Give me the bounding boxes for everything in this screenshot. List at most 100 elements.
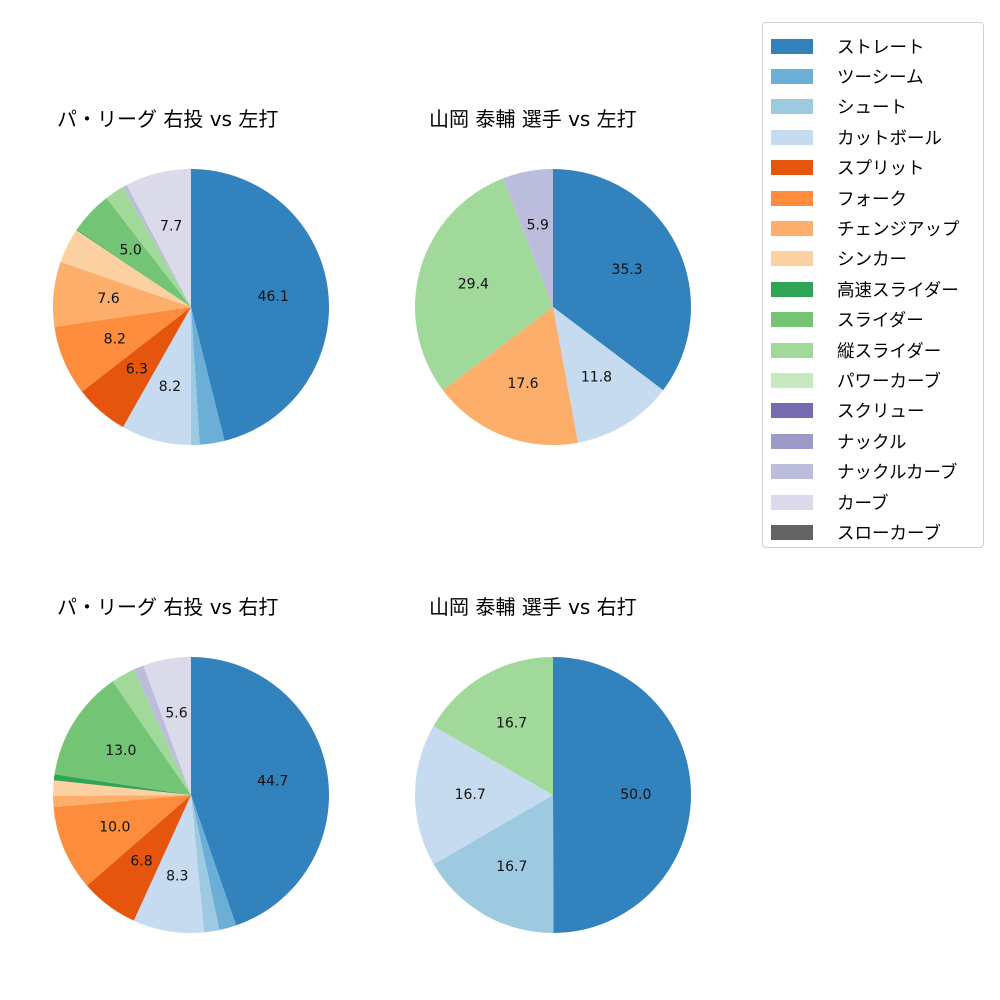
- pie-slice: [106, 186, 191, 307]
- legend-swatch: [771, 69, 813, 85]
- pie-slice: [123, 307, 191, 445]
- slice-percent-label: 16.7: [496, 715, 527, 731]
- legend-item: フォーク: [763, 183, 983, 213]
- legend-swatch: [771, 99, 813, 115]
- legend-item: パワーカーブ: [763, 365, 983, 395]
- legend-label: ストレート: [837, 37, 925, 58]
- legend-label: スライダー: [837, 311, 924, 332]
- pie-slice: [86, 795, 191, 921]
- pie-slice: [191, 307, 200, 445]
- pie-slice: [433, 657, 553, 795]
- legend-label: ナックルカーブ: [837, 463, 958, 484]
- pie-slice: [191, 795, 237, 931]
- pie-slice: [76, 197, 191, 307]
- pie-slice: [53, 795, 192, 808]
- legend-item: カーブ: [763, 487, 983, 517]
- legend-item: シュート: [763, 92, 983, 122]
- slice-percent-label: 7.6: [97, 291, 119, 307]
- legend-label: ツーシーム: [837, 68, 924, 89]
- pie-slice: [133, 665, 191, 795]
- pie-slice: [415, 178, 553, 391]
- chart-title: パ・リーグ 右投 vs 左打: [57, 107, 279, 131]
- pie-slice: [123, 184, 191, 307]
- legend-item: スクリュー: [763, 396, 983, 426]
- chart-title: 山岡 泰輔 選手 vs 左打: [429, 107, 637, 131]
- legend-swatch: [771, 38, 813, 54]
- legend-swatch: [771, 372, 813, 388]
- pie-slice: [126, 169, 191, 307]
- slice-percent-label: 6.8: [130, 853, 152, 869]
- legend-label: スプリット: [837, 159, 925, 180]
- slice-percent-label: 16.7: [455, 787, 486, 803]
- legend-label: フォーク: [837, 189, 907, 210]
- pie-slice: [60, 230, 191, 307]
- pie-slice: [191, 657, 330, 926]
- pie-slice: [442, 307, 579, 445]
- pie-slice: [53, 780, 191, 796]
- slice-percent-label: 10.0: [99, 819, 130, 835]
- pie-slice: [81, 307, 191, 428]
- slice-percent-label: 5.6: [165, 705, 187, 721]
- slice-percent-label: 50.0: [620, 787, 651, 803]
- pie-slice: [191, 169, 330, 441]
- pie-slice: [553, 657, 692, 933]
- pie-slice: [53, 774, 191, 795]
- legend-item: ナックルカーブ: [763, 456, 983, 486]
- legend-label: 高速スライダー: [837, 280, 959, 301]
- slice-percent-label: 5.0: [120, 242, 142, 258]
- pie-slice: [415, 726, 553, 865]
- legend-swatch: [771, 433, 813, 449]
- chart-title: 山岡 泰輔 選手 vs 右打: [429, 595, 637, 619]
- slice-percent-label: 29.4: [458, 276, 489, 292]
- pie-slice: [503, 169, 553, 307]
- legend-swatch: [771, 342, 813, 358]
- slice-percent-label: 46.1: [258, 289, 289, 305]
- legend-item: ストレート: [763, 31, 983, 61]
- legend-label: シンカー: [837, 250, 907, 271]
- legend-swatch: [771, 190, 813, 206]
- legend-swatch: [771, 221, 813, 237]
- legend-swatch: [771, 464, 813, 480]
- legend-swatch: [771, 312, 813, 328]
- slice-percent-label: 13.0: [105, 743, 136, 759]
- pie-slice: [54, 681, 192, 795]
- legend-swatch: [771, 160, 813, 176]
- slice-percent-label: 11.8: [581, 369, 612, 385]
- slice-percent-label: 8.2: [159, 379, 181, 395]
- legend-label: カットボール: [837, 128, 942, 149]
- slice-percent-label: 6.3: [126, 362, 148, 378]
- pie-slice: [112, 669, 191, 795]
- legend-item: シンカー: [763, 244, 983, 274]
- legend-item: 高速スライダー: [763, 274, 983, 304]
- slice-percent-label: 44.7: [257, 773, 288, 789]
- legend-label: スクリュー: [837, 402, 925, 423]
- legend-item: ツーシーム: [763, 61, 983, 91]
- legend-swatch: [771, 524, 813, 540]
- legend-label: ナックル: [837, 432, 907, 453]
- pie-slice: [143, 657, 191, 795]
- chart-title: パ・リーグ 右投 vs 右打: [57, 595, 279, 619]
- legend-item: カットボール: [763, 122, 983, 152]
- legend-item: ナックル: [763, 426, 983, 456]
- slice-percent-label: 17.6: [507, 376, 538, 392]
- pie-slice: [53, 261, 191, 327]
- pie-slice: [553, 307, 664, 443]
- legend-item: スプリット: [763, 153, 983, 183]
- legend-swatch: [771, 251, 813, 267]
- slice-percent-label: 16.7: [496, 859, 527, 875]
- slice-percent-label: 5.9: [527, 218, 549, 234]
- legend-item: チェンジアップ: [763, 213, 983, 243]
- legend-item: スライダー: [763, 305, 983, 335]
- slice-percent-label: 7.7: [160, 219, 182, 235]
- legend-swatch: [771, 281, 813, 297]
- legend: ストレート ツーシーム シュート カットボール スプリット フォーク チェンジア…: [762, 22, 984, 548]
- legend-swatch: [771, 494, 813, 510]
- pie-slice: [53, 795, 191, 886]
- legend-label: シュート: [837, 98, 907, 119]
- pie-slice: [133, 795, 204, 933]
- pie-slice: [433, 795, 554, 933]
- legend-swatch: [771, 403, 813, 419]
